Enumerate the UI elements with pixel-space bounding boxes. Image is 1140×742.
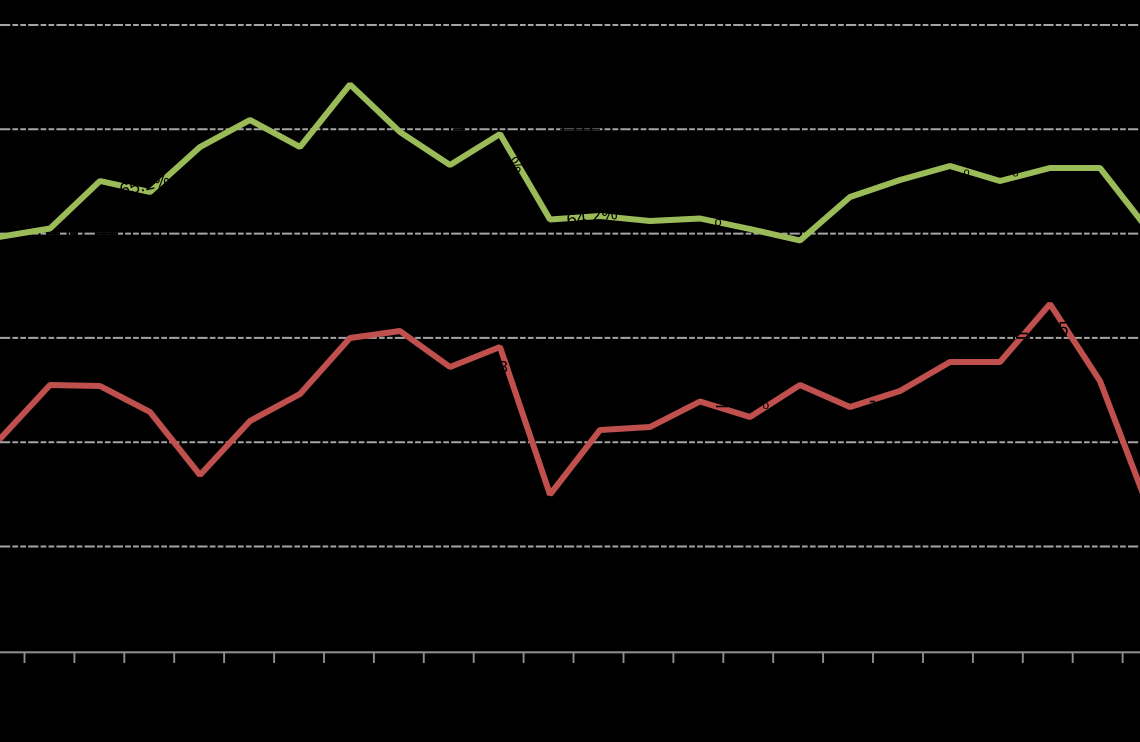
svg-text:o: o: [763, 398, 770, 412]
svg-text:5: 5: [1058, 320, 1069, 341]
svg-text:o: o: [715, 214, 722, 229]
svg-text:o: o: [1013, 168, 1019, 180]
svg-text:o: o: [964, 167, 970, 179]
svg-text:3: 3: [499, 358, 508, 377]
